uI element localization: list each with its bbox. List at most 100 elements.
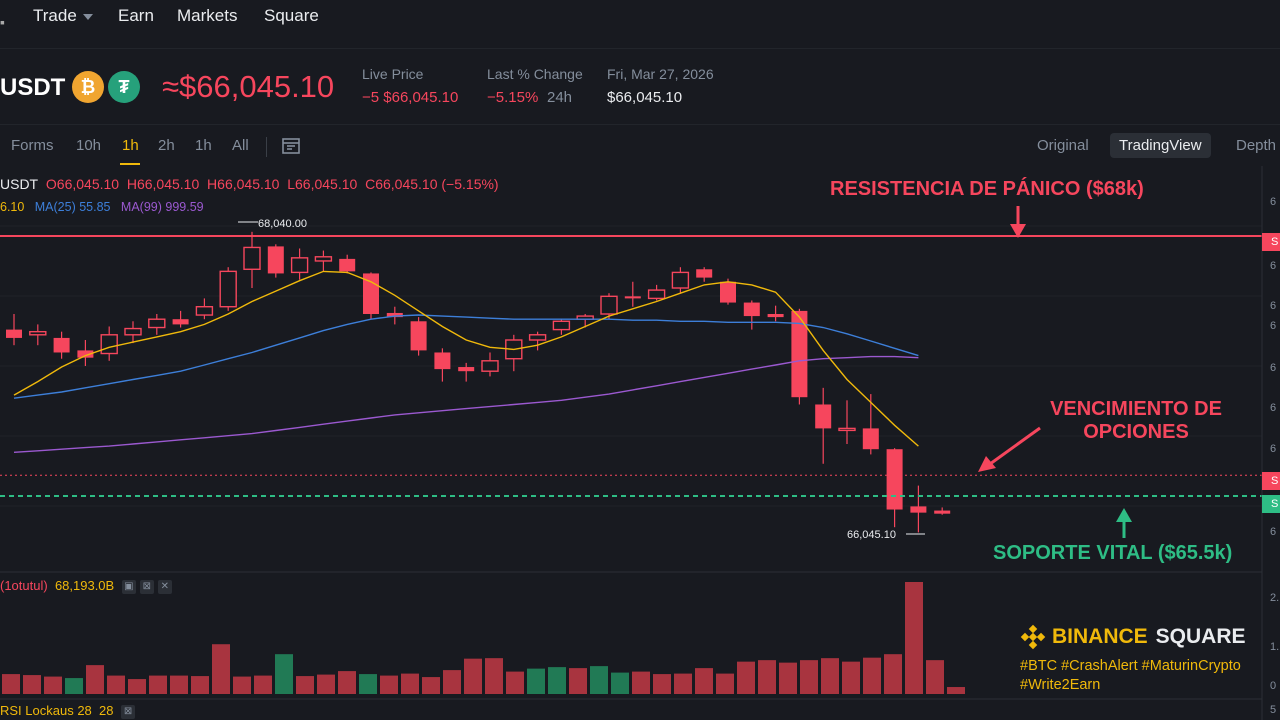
volume-bar — [170, 675, 188, 694]
candle-body — [386, 312, 403, 318]
volume-bar — [44, 676, 62, 694]
last-change-value: −5.15% — [487, 89, 539, 106]
candle-body — [696, 269, 713, 278]
volume-close-icon[interactable]: ✕ — [157, 579, 172, 594]
volume-legend: (1otutul) 68,193.0B ▣ ⊠ ✕ — [0, 578, 172, 594]
support-annotation: SOPORTE VITAL ($65.5k) — [993, 542, 1233, 564]
candle-body — [743, 302, 760, 317]
brand-name-binance: BINANCE — [1052, 625, 1148, 648]
tab-10h[interactable]: 10h — [76, 137, 102, 154]
volume-bar — [905, 582, 923, 694]
volume-bar — [464, 658, 482, 694]
candle-body — [791, 310, 808, 398]
candle-body — [647, 289, 666, 300]
ma25-line — [13, 314, 919, 399]
candle-body — [458, 367, 475, 372]
rsi-settings-icon[interactable]: ⊠ — [121, 704, 136, 719]
volume-bar — [611, 672, 629, 694]
volume-hide-icon[interactable]: ⊠ — [139, 579, 154, 594]
ma-legend: 6.10 MA(25) 55.85 MA(99) 999.59 — [0, 200, 204, 214]
high-marker-label: 68,040.00 — [258, 218, 307, 230]
nav-item-square[interactable]: Square — [264, 6, 319, 25]
candle-body — [671, 271, 690, 289]
tab-forms[interactable]: Forms — [11, 137, 54, 154]
volume-legend-label: (1otutul) — [0, 578, 48, 593]
candle-body — [172, 319, 189, 325]
candle-body — [934, 510, 951, 514]
legend-high-2: H66,045.10 — [207, 176, 280, 192]
candle-body — [100, 334, 118, 355]
volume-bar — [842, 661, 860, 694]
volume-bar — [716, 673, 734, 694]
volume-bar — [338, 671, 356, 694]
brand-name-square: SQUARE — [1155, 625, 1246, 648]
volume-bar — [296, 676, 314, 694]
legend-symbol: USDT — [0, 176, 39, 192]
candle-body — [148, 318, 166, 329]
volume-bar — [23, 675, 41, 694]
view-depth[interactable]: Depth — [1236, 137, 1277, 154]
candle-body — [267, 246, 284, 274]
rsi-legend: RSI Lockaus 28 28 ⊠ — [0, 703, 136, 719]
volume-bar — [632, 671, 650, 694]
candle-body — [77, 350, 94, 358]
volume-bar — [422, 677, 440, 694]
support-arrow — [1116, 508, 1132, 538]
candle-body — [600, 295, 618, 315]
nav-item-trade[interactable]: Trade — [33, 6, 93, 26]
volume-bar — [653, 674, 671, 694]
symbol-name[interactable]: USDT — [0, 74, 66, 101]
volume-bar — [569, 668, 587, 694]
volume-bar — [128, 679, 146, 694]
tab-2h[interactable]: 2h — [158, 137, 175, 154]
volume-bar — [2, 674, 20, 694]
candle-body — [339, 258, 356, 272]
price-chart[interactable]: 68,040.00 66,045.10 — [0, 166, 1280, 720]
volume-settings-icon[interactable]: ▣ — [121, 579, 136, 594]
candle-body — [290, 257, 309, 274]
tab-all[interactable]: All — [232, 137, 249, 154]
volume-axis-label: 1. — [1270, 641, 1280, 653]
ticker-header: USDT ₿ ₮ ≈$66,045.10 Live Price −5 $66,0… — [0, 48, 1280, 124]
volume-bar — [107, 675, 125, 694]
legend-change: (−5.15%) — [441, 176, 499, 192]
price-axis-label: 6 — [1270, 300, 1277, 312]
volume-bar — [947, 687, 965, 694]
price-axis-label: 6 — [1270, 260, 1277, 272]
ma25-legend: MA(25) 55.85 — [34, 200, 111, 214]
tab-1h[interactable]: 1h — [195, 137, 212, 154]
nav-edge-marker: ▪ — [0, 14, 5, 30]
nav-item-earn[interactable]: Earn — [118, 6, 154, 25]
candle-body — [124, 327, 142, 336]
candle-body — [219, 270, 237, 308]
volume-legend-value: 68,193.0B — [54, 578, 115, 593]
volume-bar — [863, 657, 881, 694]
support-price-badge: S — [1262, 495, 1280, 513]
volume-bar — [758, 660, 776, 694]
price-axis-label: 6 — [1270, 443, 1277, 455]
price-axis-label: 6 — [1270, 402, 1277, 414]
nav-item-markets[interactable]: Markets — [177, 6, 238, 25]
volume-bar — [233, 676, 251, 694]
candle-body — [481, 360, 499, 372]
volume-bar — [779, 662, 797, 694]
chart-toolbar: Forms 10h 1h 2h 1h All Original TradingV… — [0, 124, 1280, 167]
tether-coin-icon: ₮ — [108, 71, 140, 103]
volume-bar — [527, 668, 545, 694]
tab-1h-active[interactable]: 1h — [122, 137, 139, 154]
live-price-value: −5 $66,045.10 — [362, 89, 459, 106]
view-tradingview[interactable]: TradingView — [1110, 133, 1211, 158]
view-original[interactable]: Original — [1037, 137, 1089, 154]
candle-body — [910, 506, 927, 513]
volume-bar — [275, 654, 293, 694]
candle-body — [838, 427, 856, 432]
resistance-annotation: RESISTENCIA DE PÁNICO ($68k) — [830, 178, 1144, 200]
volume-bar — [317, 674, 335, 694]
candle-body — [195, 306, 214, 316]
candle-body — [528, 334, 547, 341]
volume-bar — [821, 658, 839, 694]
top-nav: ▪ Trade Earn Markets Square — [0, 0, 1280, 34]
legend-high: H66,045.10 — [126, 176, 200, 192]
candle-body — [6, 329, 22, 338]
indicators-icon[interactable] — [282, 138, 300, 154]
